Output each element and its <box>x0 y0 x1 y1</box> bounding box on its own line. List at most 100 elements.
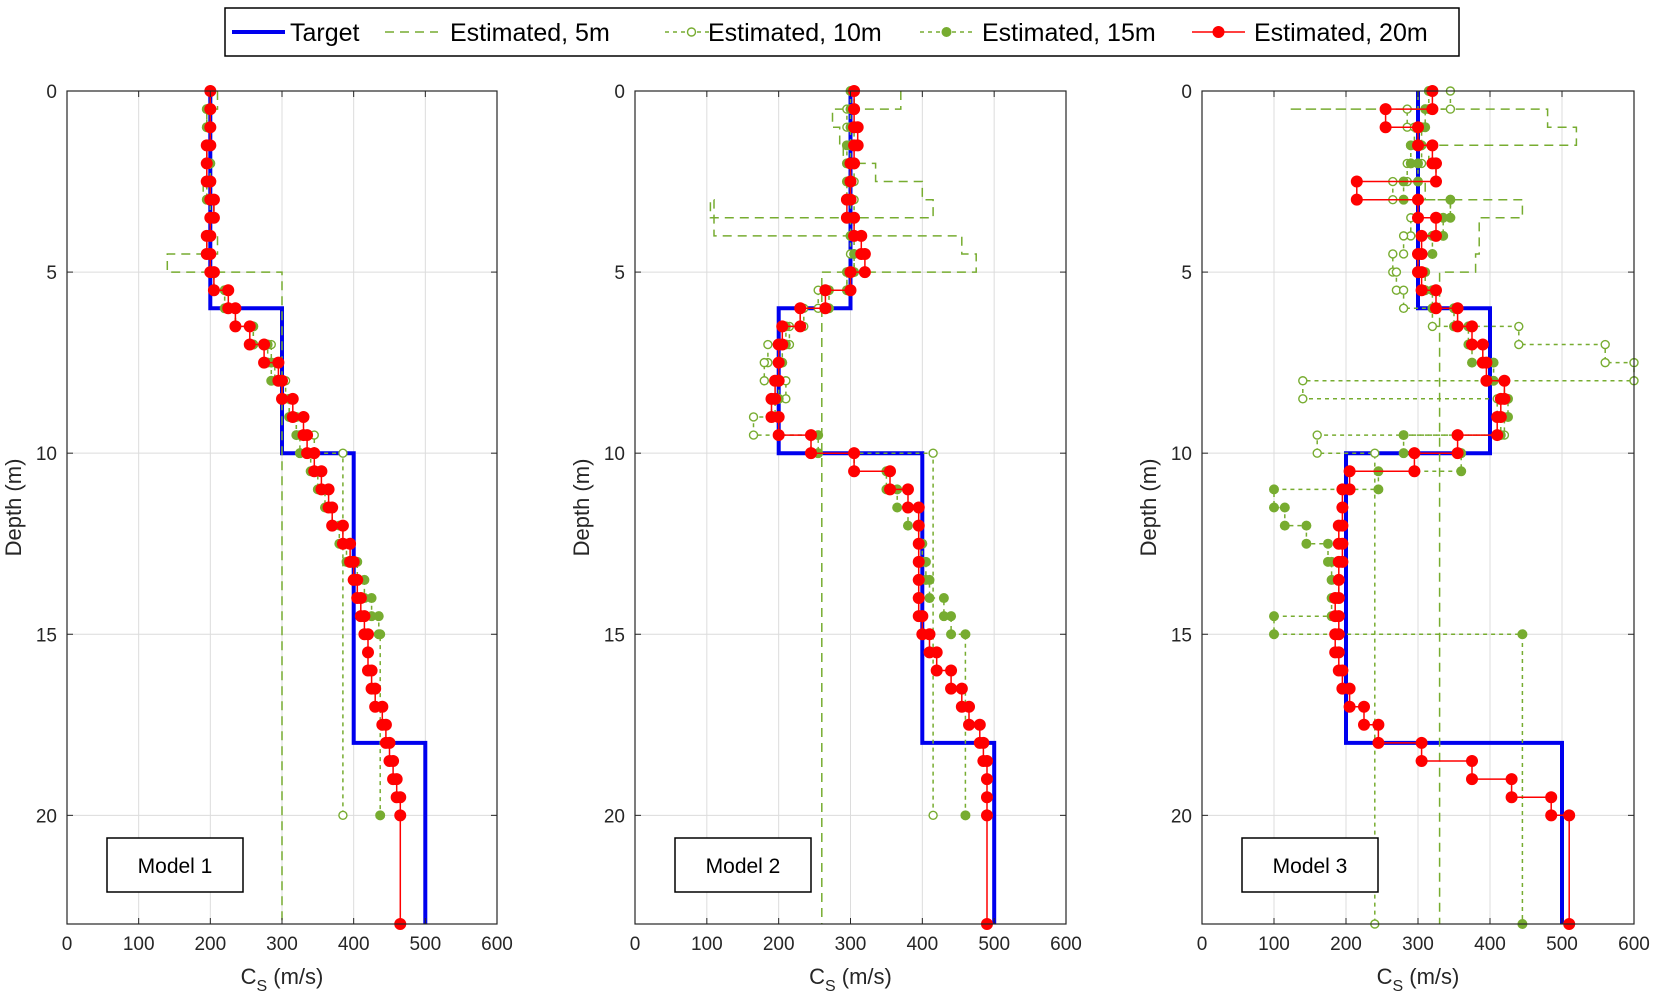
series-est20-marker <box>772 338 785 351</box>
series-est20-marker <box>358 610 371 623</box>
series-est15-marker <box>924 574 935 585</box>
series-est15-marker <box>1301 538 1312 549</box>
series-est20-marker <box>347 555 360 568</box>
series-est20-marker <box>308 447 321 460</box>
series-est20-marker <box>243 320 256 333</box>
series-est20-marker <box>229 320 242 333</box>
x-axis-label: CS (m/s) <box>241 964 324 995</box>
series-est20-marker <box>276 392 288 405</box>
series-est20-marker <box>200 139 213 152</box>
x-tick-label: 400 <box>906 934 938 955</box>
x-tick-label: 600 <box>1618 934 1650 955</box>
series-est20-marker <box>884 483 897 496</box>
series-est20-marker <box>848 447 861 460</box>
x-tick-label: 500 <box>409 934 441 955</box>
series-est20-marker <box>1332 519 1345 532</box>
series-est20-marker <box>844 266 857 279</box>
series-est15-marker <box>1517 629 1528 640</box>
series-est15-marker <box>902 520 913 531</box>
series-est20-marker <box>286 410 299 423</box>
x-tick-label: 100 <box>123 934 155 955</box>
series-est20-marker <box>963 718 976 731</box>
x-tick-label: 100 <box>1258 934 1290 955</box>
series-est20-marker <box>258 338 271 351</box>
series-est15-marker <box>1269 502 1279 513</box>
legend-entries: Target Estimated, 5m Estimated, 10m Estimat… <box>232 19 1428 47</box>
series-est20-marker <box>772 429 785 442</box>
model-label-box <box>1241 837 1379 893</box>
x-tick-label: 300 <box>835 934 867 955</box>
series-est20-marker <box>1372 718 1385 731</box>
series-est15-marker <box>1398 430 1409 441</box>
series-est20-marker <box>848 465 861 478</box>
series-est15-marker <box>1279 502 1290 513</box>
series-est20-marker <box>1430 175 1442 188</box>
series-est20-marker <box>1451 320 1464 333</box>
series-est20-marker <box>1408 447 1421 460</box>
series-est20-marker <box>1480 356 1493 369</box>
x-tick-label: 200 <box>1330 934 1362 955</box>
series-est20-marker <box>394 809 407 822</box>
series-est20-marker <box>1505 773 1518 786</box>
y-axis-label: Depth (m) <box>1136 459 1161 557</box>
series-est20-marker <box>884 465 897 478</box>
series-est20-marker <box>912 501 925 514</box>
series-est20-marker <box>955 682 968 695</box>
x-tick-label: 0 <box>1197 934 1208 955</box>
series-est15-marker <box>1323 538 1333 549</box>
ticks: 0 100 200 300 400 500 600 0 5 10 15 20 <box>36 82 513 955</box>
series-est20-marker <box>1415 755 1428 768</box>
series-est20-marker <box>980 809 993 822</box>
series-est10-marker <box>1388 249 1398 259</box>
series-est20-marker <box>1358 700 1370 713</box>
series-est15-marker <box>375 629 386 640</box>
series-est20-marker <box>848 139 861 152</box>
series-est20-marker <box>1329 628 1342 641</box>
series-est15-marker <box>1427 248 1438 259</box>
series-est20-marker <box>297 410 310 423</box>
series-est20-marker <box>376 700 389 713</box>
series-est20-marker <box>844 284 857 297</box>
series-est20-marker <box>286 392 299 405</box>
series-est15-marker <box>1467 357 1477 368</box>
series-group <box>166 85 428 930</box>
series-est20-marker <box>1415 736 1428 749</box>
series-est20-marker <box>804 447 817 460</box>
series-est20-marker <box>912 537 925 550</box>
legend-entry-est15: Estimated, 15m <box>920 19 1156 47</box>
series-est20-marker <box>901 483 914 496</box>
panel-model-1: 0 100 200 300 400 500 600 0 5 10 15 20 CS (m/s) Depth… <box>1 82 513 995</box>
grid <box>634 90 1067 924</box>
series-est20-marker <box>1430 211 1442 224</box>
series-est20-marker <box>851 121 864 134</box>
series-est20-marker <box>1415 284 1428 297</box>
series-est20-marker <box>354 592 367 605</box>
y-tick-label: 10 <box>1171 444 1192 465</box>
series-est20-marker <box>980 791 993 804</box>
legend-est15-marker <box>941 27 952 37</box>
series-est15-marker <box>938 593 949 604</box>
series-est20-marker <box>1336 501 1349 514</box>
series-est20-marker <box>383 736 396 749</box>
series-est20-marker <box>1358 718 1370 731</box>
legend-est10-marker <box>686 27 697 37</box>
legend-entry-est5: Estimated, 5m <box>385 19 610 47</box>
series-est20-marker <box>1412 139 1424 152</box>
series-est20-marker <box>362 646 374 659</box>
series-est20-marker <box>301 429 314 442</box>
series-est20-marker <box>1451 447 1464 460</box>
series-est10-marker <box>1398 303 1409 314</box>
series-est20-marker <box>326 519 339 532</box>
series-est15-marker <box>1398 448 1409 459</box>
series-est15-marker <box>1445 194 1456 205</box>
series-est20-marker <box>1350 175 1363 188</box>
series-est20-marker <box>916 610 929 623</box>
series-est20-marker <box>1343 465 1356 478</box>
series-est10-marker <box>1312 448 1322 458</box>
series-est20-marker <box>765 392 778 405</box>
series-est20-marker <box>772 356 785 369</box>
series-est20-marker <box>365 664 378 677</box>
series-est20-marker <box>1563 809 1576 822</box>
